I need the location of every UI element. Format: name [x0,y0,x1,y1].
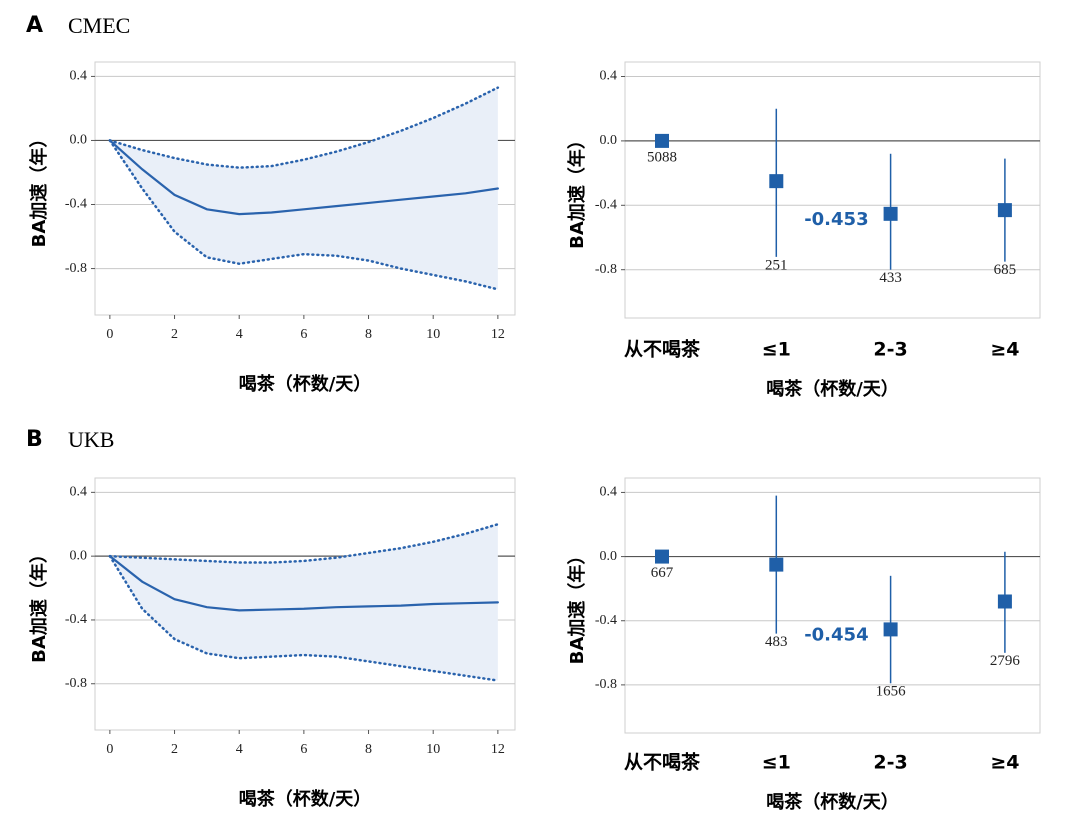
x-tick-label: 8 [365,327,372,342]
x-tick-label: ≤1 [762,339,791,361]
point-marker [883,622,898,637]
y-tick-label: -0.4 [595,613,617,628]
x-tick-label: 2 [171,742,178,757]
y-tick-label: 0.0 [70,133,88,148]
x-tick-label: 10 [426,327,440,342]
x-tick-label: 从不喝茶 [624,338,701,361]
y-axis-label: BA加速（年） [28,130,50,248]
y-tick-label: -0.4 [65,197,87,212]
y-tick-label: -0.8 [65,676,87,691]
x-tick-label: 12 [491,742,505,757]
y-tick-label: 0.4 [600,485,618,500]
y-tick-label: 0.4 [70,485,88,500]
x-tick-label: 12 [491,327,505,342]
count-label: 5088 [647,149,677,165]
plot-frame [94,477,516,731]
point-marker [655,133,669,148]
count-label: 251 [765,257,788,273]
point-marker [769,557,784,572]
count-label: 433 [879,270,902,286]
x-tick-label: 2 [171,327,178,342]
y-tick-label: -0.4 [65,612,87,627]
point-marker [997,203,1012,218]
x-tick-label: 6 [300,327,307,342]
panel-letter: A [26,13,43,38]
ci-line [108,523,500,564]
plot-frame [94,61,516,316]
x-tick-label: 2-3 [873,752,907,774]
x-tick-label: ≥4 [990,752,1019,774]
x-tick-label: ≥4 [990,339,1019,361]
panel-title: UKB [68,427,114,452]
value-label: -0.453 [804,209,868,230]
y-axis-label: BA加速（年） [566,547,588,665]
x-tick-label: 2-3 [873,339,907,361]
point-marker [655,549,669,564]
x-tick-label: 0 [106,742,113,757]
ci-band [109,524,498,681]
x-tick-label: 从不喝茶 [624,751,701,774]
x-tick-label: 0 [106,327,113,342]
count-label: 685 [994,262,1017,278]
ci-band [109,87,498,290]
count-label: 667 [651,565,674,581]
panel-title: CMEC [68,13,130,38]
y-tick-label: 0.4 [600,69,618,84]
x-tick-label: 10 [426,742,440,757]
y-tick-label: 0.0 [600,133,618,148]
ci-line [108,86,500,169]
y-tick-label: -0.4 [595,198,617,213]
plot-frame [624,477,1041,734]
y-tick-label: 0.0 [70,548,88,563]
mean-line [108,139,499,216]
x-tick-label: 4 [236,742,243,757]
plot-frame [624,61,1041,319]
x-tick-label: 8 [365,742,372,757]
y-axis-label: BA加速（年） [28,545,50,663]
y-tick-label: 0.0 [600,549,618,564]
x-tick-label: ≤1 [762,752,791,774]
point-marker [769,174,784,189]
x-axis-label: 喝茶（杯数/天） [239,373,372,395]
point-marker [997,594,1012,609]
count-label: 2796 [990,653,1021,669]
x-axis-label: 喝茶（杯数/天） [766,378,899,400]
mean-line [108,555,499,612]
ci-line [108,554,500,682]
point-marker [883,206,898,221]
count-label: 483 [765,634,788,650]
y-tick-label: -0.8 [65,261,87,276]
y-tick-label: -0.8 [595,677,617,692]
ci-line [108,139,500,291]
y-axis-label: BA加速（年） [566,131,588,249]
x-axis-label: 喝茶（杯数/天） [239,788,372,810]
y-tick-label: -0.8 [595,262,617,277]
value-label: -0.454 [804,624,868,645]
count-label: 1656 [876,684,907,700]
y-tick-label: 0.4 [70,69,88,84]
panel-letter: B [26,427,43,452]
x-tick-label: 4 [236,327,243,342]
x-axis-label: 喝茶（杯数/天） [766,791,899,813]
x-tick-label: 6 [300,742,307,757]
